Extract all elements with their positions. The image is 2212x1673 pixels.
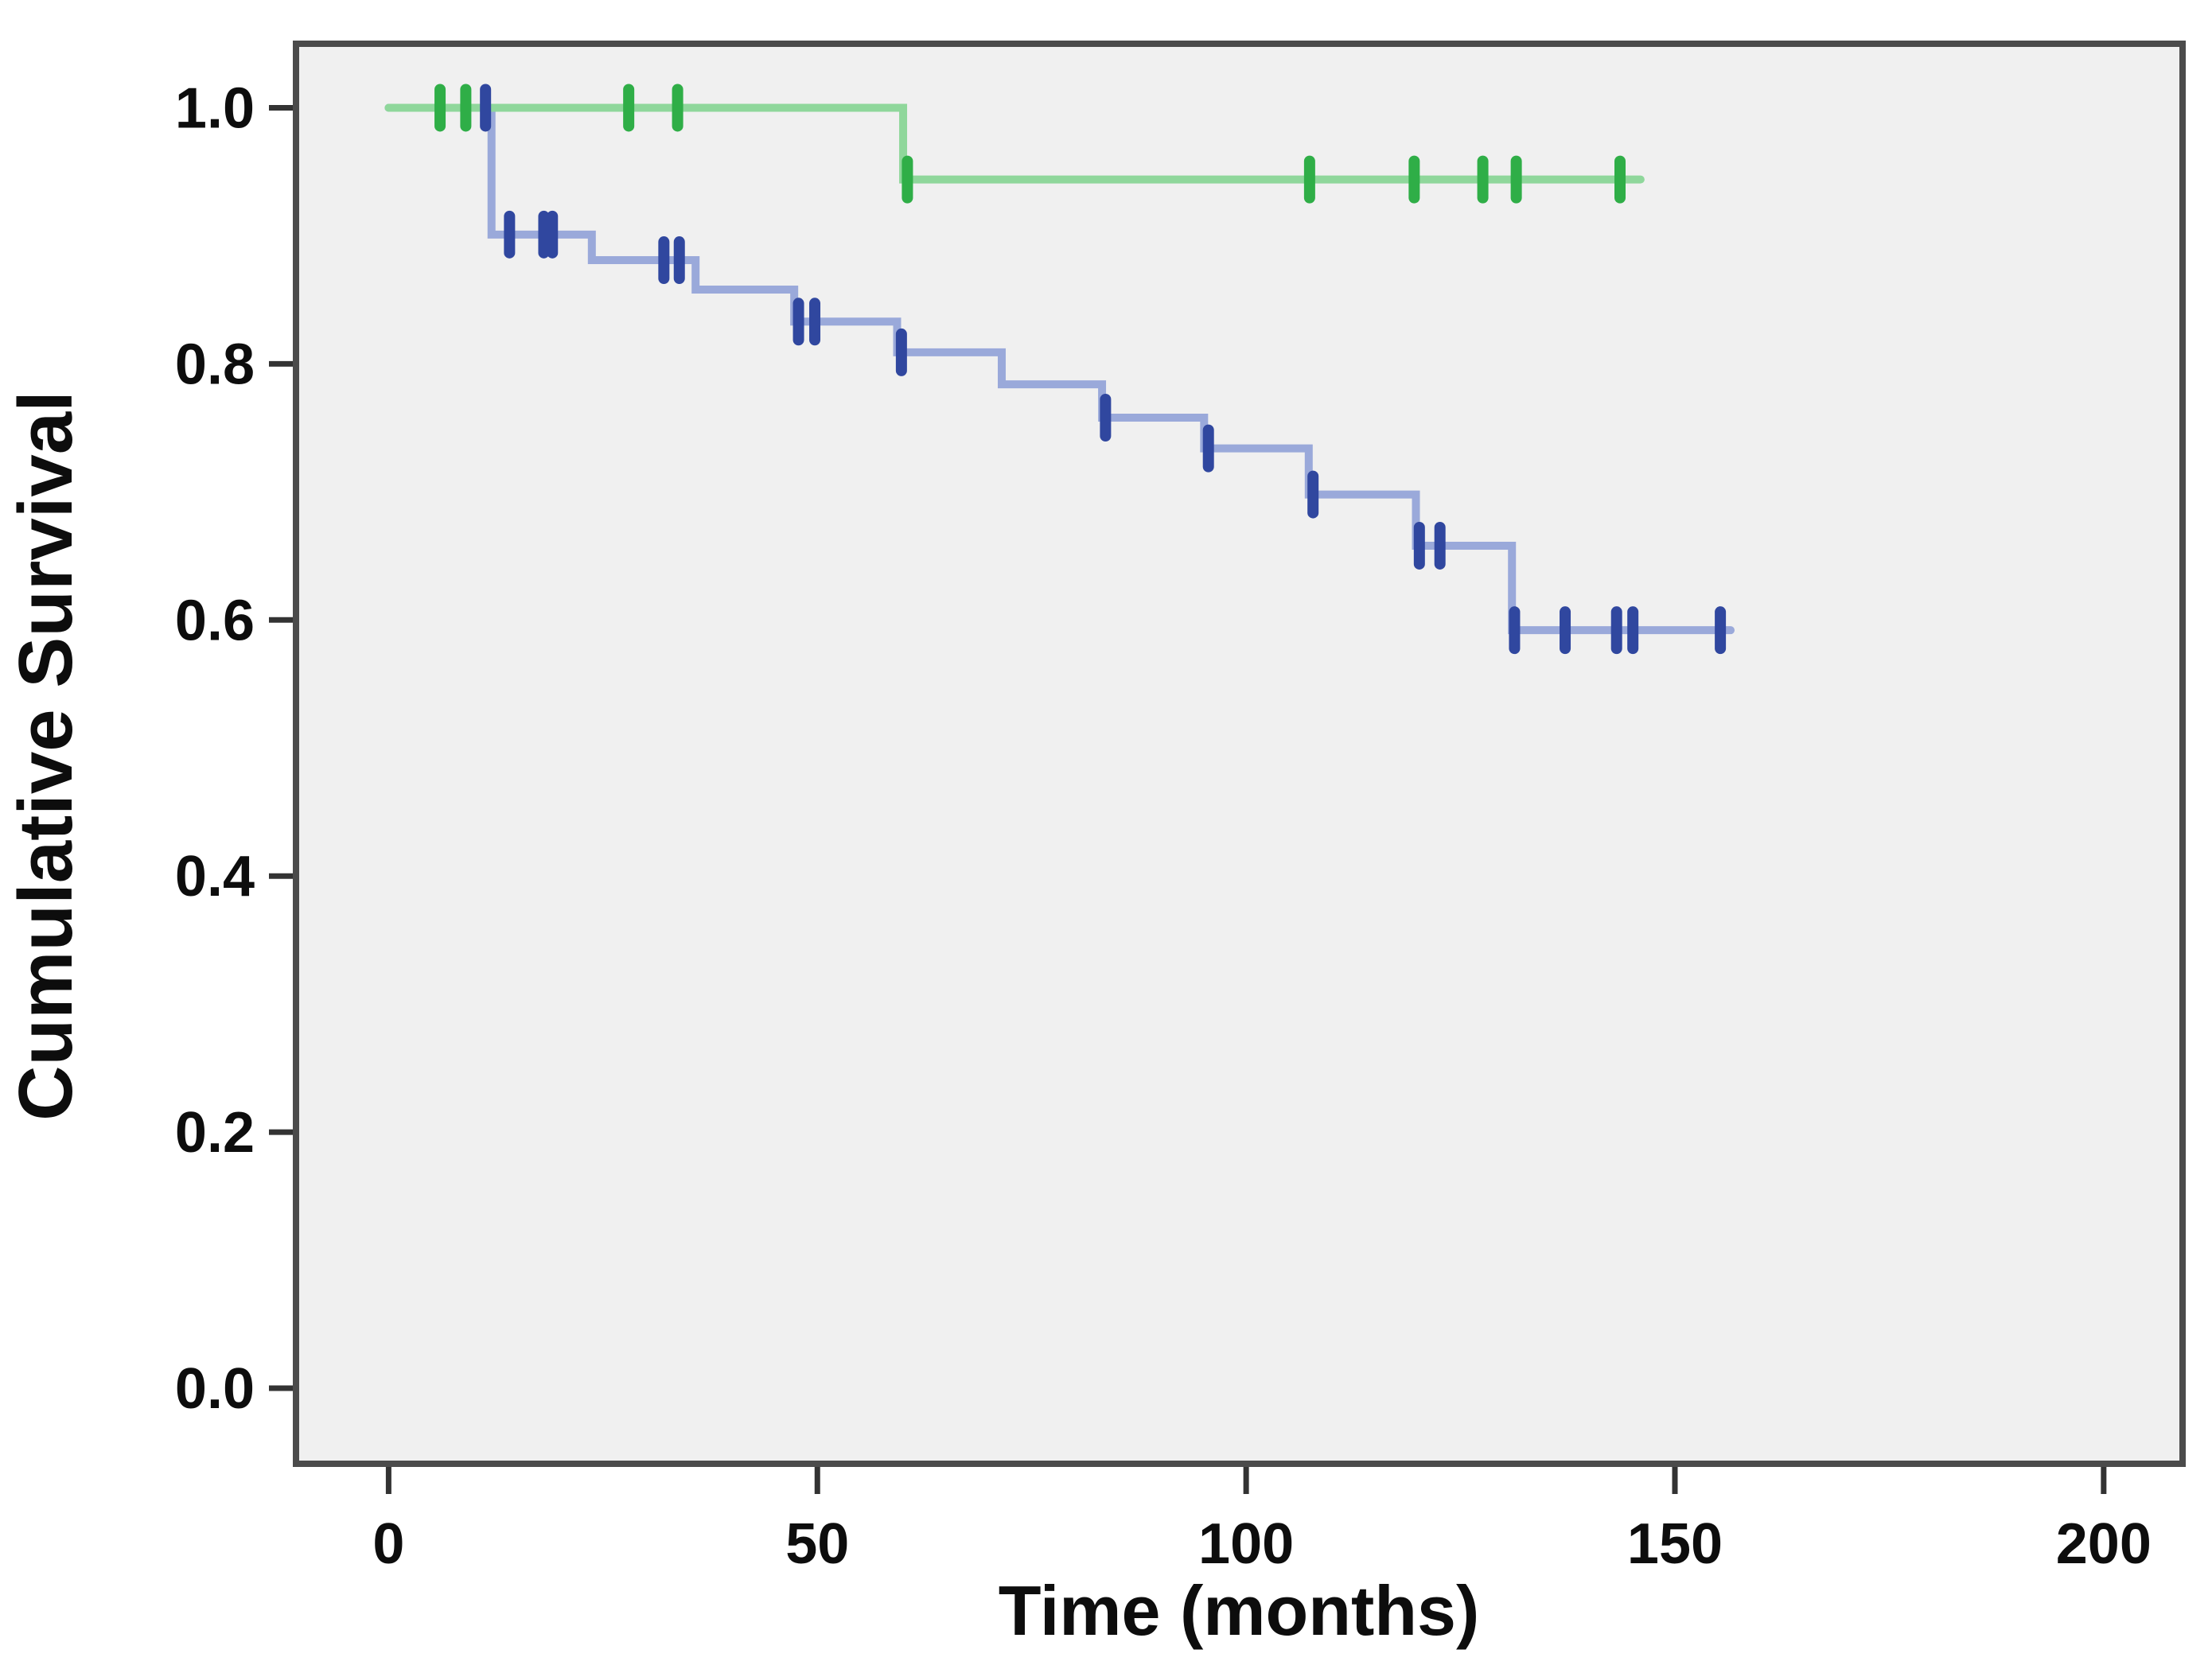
x-tick-label: 200: [2056, 1512, 2152, 1576]
x-tick-label: 0: [372, 1512, 404, 1576]
x-tick-label: 50: [785, 1512, 849, 1576]
y-axis-title: Cumulative Survival: [3, 391, 88, 1121]
survival-curves: [384, 103, 1735, 635]
y-tick-label: 1.0: [175, 76, 255, 140]
y-tick-label: 0.0: [175, 1357, 255, 1421]
y-tick-label: 0.2: [175, 1101, 255, 1165]
blue-group-curve: [384, 103, 1735, 635]
x-tick-label: 150: [1627, 1512, 1723, 1576]
y-tick-label: 0.8: [175, 333, 255, 396]
green-group-curve: [384, 103, 1645, 184]
axis-tick-marks: [269, 104, 2107, 1494]
x-tick-label: 100: [1198, 1512, 1294, 1576]
x-axis-title: Time (months): [999, 1571, 1480, 1650]
plot-area: [293, 41, 2186, 1467]
censor-marks: [434, 84, 1727, 655]
axis-tick-labels: 1.0 0.8 0.6 0.4 0.2 0.0 0 50 100 150 200: [175, 76, 2152, 1576]
y-tick-label: 0.4: [175, 845, 255, 908]
y-tick-label: 0.6: [175, 589, 255, 652]
